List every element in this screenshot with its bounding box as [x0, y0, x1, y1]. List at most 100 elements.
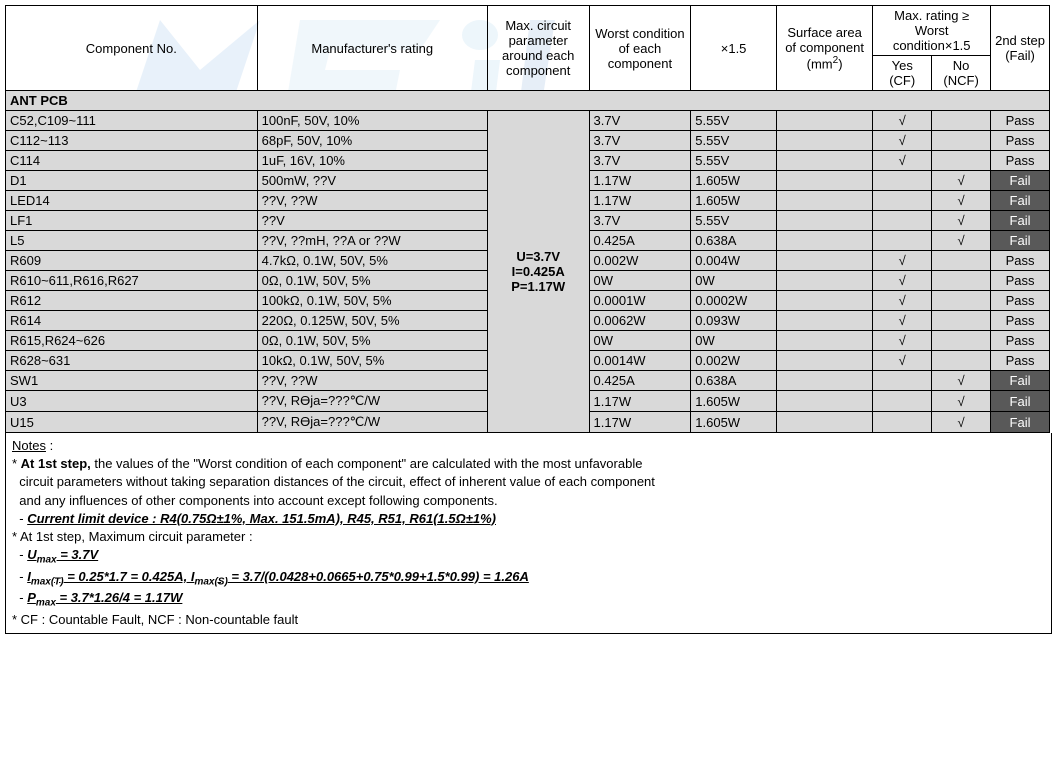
cell: √ [873, 131, 932, 151]
cell [873, 191, 932, 211]
cell: 5.55V [691, 151, 777, 171]
cell [776, 311, 872, 331]
header-no: No (NCF) [932, 56, 991, 91]
cell: √ [873, 351, 932, 371]
cell: R612 [6, 291, 258, 311]
cell: Pass [991, 311, 1050, 331]
cell: Fail [991, 391, 1050, 412]
cell: 0W [691, 331, 777, 351]
cell: 5.55V [691, 111, 777, 131]
cell: 0.004W [691, 251, 777, 271]
cell: 4.7kΩ, 0.1W, 50V, 5% [257, 251, 487, 271]
section-header-row: ANT PCB [6, 91, 1050, 111]
cell: 220Ω, 0.125W, 50V, 5% [257, 311, 487, 331]
cell [776, 111, 872, 131]
cell: √ [873, 291, 932, 311]
cell [873, 171, 932, 191]
cell: 1.605W [691, 191, 777, 211]
cell [776, 191, 872, 211]
cell [932, 271, 991, 291]
cell: √ [932, 412, 991, 433]
cell [776, 231, 872, 251]
cell: R609 [6, 251, 258, 271]
cell: √ [932, 231, 991, 251]
cell: 1.17W [589, 412, 691, 433]
cell: Pass [991, 131, 1050, 151]
cell: Fail [991, 412, 1050, 433]
cell: Pass [991, 331, 1050, 351]
cell: 0.638A [691, 371, 777, 391]
cell: √ [873, 311, 932, 331]
cell: 0.638A [691, 231, 777, 251]
cell: √ [932, 191, 991, 211]
cell: U3 [6, 391, 258, 412]
header-maxrating: Max. rating ≥ Worst condition×1.5 [873, 6, 991, 56]
cell: √ [873, 251, 932, 271]
cell: 10kΩ, 0.1W, 50V, 5% [257, 351, 487, 371]
cell [776, 251, 872, 271]
notes-block: Notes : * At 1st step, the values of the… [5, 433, 1052, 634]
cell: SW1 [6, 371, 258, 391]
cell: R610~611,R616,R627 [6, 271, 258, 291]
cell: 1.605W [691, 171, 777, 191]
cell: 0W [589, 331, 691, 351]
cell: 3.7V [589, 211, 691, 231]
header-area: Surface area of component (mm2) [776, 6, 872, 91]
header-worst: Worst condition of each component [589, 6, 691, 91]
cell: 500mW, ??V [257, 171, 487, 191]
param-cell: U=3.7VI=0.425AP=1.17W [487, 111, 589, 433]
cell: 0.425A [589, 231, 691, 251]
cell: ??V, ??W [257, 191, 487, 211]
cell: Fail [991, 231, 1050, 251]
cell [776, 271, 872, 291]
cell: LED14 [6, 191, 258, 211]
cell [932, 311, 991, 331]
cell [776, 371, 872, 391]
cell [776, 211, 872, 231]
cell: 0W [691, 271, 777, 291]
cell: R614 [6, 311, 258, 331]
header-yes: Yes (CF) [873, 56, 932, 91]
cell: 1.17W [589, 171, 691, 191]
cell: √ [873, 331, 932, 351]
cell: 0.0014W [589, 351, 691, 371]
cell: 5.55V [691, 211, 777, 231]
cell [776, 391, 872, 412]
cell: ??V, ??W [257, 371, 487, 391]
cell [776, 412, 872, 433]
cell: R615,R624~626 [6, 331, 258, 351]
cell [932, 111, 991, 131]
header-component: Component No. [6, 6, 258, 91]
cell [873, 211, 932, 231]
section-title: ANT PCB [6, 91, 1050, 111]
cell: √ [932, 391, 991, 412]
cell: 1.605W [691, 391, 777, 412]
cell: 0Ω, 0.1W, 50V, 5% [257, 331, 487, 351]
header-param: Max. circuit parameter around each compo… [487, 6, 589, 91]
cell [776, 331, 872, 351]
cell: 3.7V [589, 111, 691, 131]
cell: Fail [991, 211, 1050, 231]
cell [932, 151, 991, 171]
cell [932, 131, 991, 151]
cell: 0W [589, 271, 691, 291]
cell: 1.605W [691, 412, 777, 433]
header-step: 2nd step (Fail) [991, 6, 1050, 91]
cell: Pass [991, 111, 1050, 131]
cell [776, 351, 872, 371]
cell [776, 291, 872, 311]
cell: Fail [991, 171, 1050, 191]
cell [932, 331, 991, 351]
cell: Fail [991, 371, 1050, 391]
cell: ??V, RӨja=???℃/W [257, 391, 487, 412]
cell [873, 231, 932, 251]
cell: 0.002W [691, 351, 777, 371]
cell: 5.55V [691, 131, 777, 151]
cell [932, 351, 991, 371]
cell: 1uF, 16V, 10% [257, 151, 487, 171]
cell: 3.7V [589, 151, 691, 171]
cell: Pass [991, 351, 1050, 371]
cell: √ [932, 371, 991, 391]
cell: U15 [6, 412, 258, 433]
cell: 3.7V [589, 131, 691, 151]
